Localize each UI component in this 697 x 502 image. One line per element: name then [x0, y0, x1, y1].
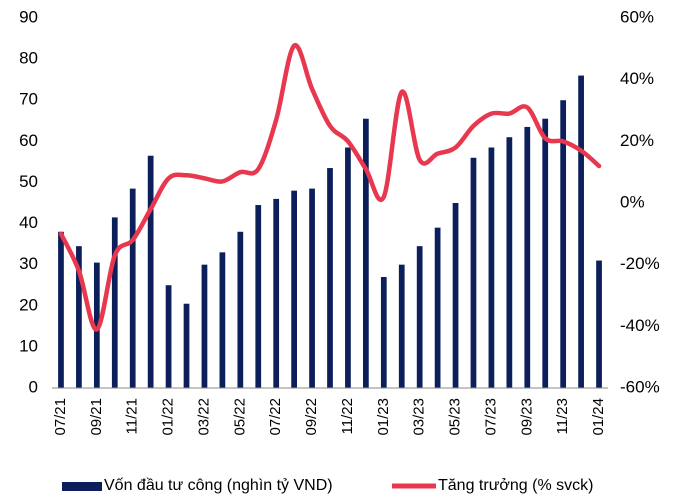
bar	[58, 231, 64, 388]
y-tick-label: 90	[19, 7, 38, 26]
y2-tick-label: 60%	[620, 7, 654, 26]
y-tick-label: 30	[19, 254, 38, 273]
bar	[488, 147, 495, 388]
bar	[111, 217, 118, 388]
bar	[524, 126, 531, 388]
x-tick-label: 03/22	[195, 398, 212, 436]
legend-label: Tăng trưởng (% svck)	[438, 477, 593, 494]
y-tick-label: 0	[29, 377, 38, 396]
y2-tick-label: -40%	[620, 316, 660, 335]
y2-tick-label: 20%	[620, 131, 654, 150]
y2-tick-label: -20%	[620, 254, 660, 273]
bar	[147, 155, 154, 388]
bar	[434, 227, 441, 388]
bar	[560, 100, 567, 388]
bar	[309, 188, 315, 388]
x-tick-label: 03/23	[411, 398, 428, 436]
x-tick-label: 01/23	[375, 398, 392, 436]
bar	[416, 246, 423, 388]
bar	[165, 285, 172, 388]
bar	[542, 118, 549, 388]
y2-tick-label: 40%	[620, 69, 654, 88]
x-tick-label: 07/21	[52, 398, 69, 436]
bar	[183, 303, 190, 388]
x-tick-label: 01/24	[590, 398, 607, 436]
x-tick-label: 07/22	[267, 398, 284, 436]
bar	[345, 147, 351, 388]
x-tick-label: 09/23	[518, 398, 535, 436]
x-tick-label: 11/21	[124, 398, 141, 434]
bar	[452, 203, 459, 388]
line	[58, 43, 602, 332]
bar	[327, 168, 333, 388]
bar	[596, 260, 602, 388]
x-tick-label: 01/22	[160, 398, 177, 436]
x-tick-label: 07/23	[482, 398, 499, 436]
bar	[201, 264, 208, 388]
bar	[506, 137, 513, 388]
y2-tick-label: 0%	[620, 192, 645, 211]
y-tick-label: 40	[19, 213, 38, 232]
bar	[93, 262, 100, 388]
bar	[363, 118, 369, 388]
bar	[578, 75, 584, 389]
legend-swatch	[62, 482, 102, 491]
bar	[76, 246, 82, 388]
x-tick-label: 11/23	[554, 398, 571, 434]
bar	[273, 198, 280, 388]
x-tick-label: 05/23	[447, 398, 464, 436]
bar	[398, 264, 405, 388]
bar	[291, 190, 297, 388]
x-tick-label: 05/22	[231, 398, 248, 436]
legend-label: Vốn đầu tư công (nghìn tỷ VND)	[104, 477, 333, 494]
x-tick-label: 11/22	[339, 398, 356, 434]
y-tick-label: 10	[19, 336, 38, 355]
bar	[380, 277, 387, 388]
y-tick-label: 60	[19, 131, 38, 150]
x-tick-label: 09/21	[88, 398, 105, 436]
bar	[470, 157, 477, 388]
y-tick-label: 80	[19, 49, 38, 68]
bar	[219, 252, 226, 388]
bar	[237, 231, 244, 388]
bar	[255, 205, 262, 388]
y-tick-label: 50	[19, 172, 38, 191]
x-tick-label: 09/22	[303, 398, 320, 436]
bar	[129, 188, 136, 388]
y2-tick-label: -60%	[620, 377, 660, 396]
y-tick-label: 70	[19, 90, 38, 109]
y-tick-label: 20	[19, 295, 38, 314]
